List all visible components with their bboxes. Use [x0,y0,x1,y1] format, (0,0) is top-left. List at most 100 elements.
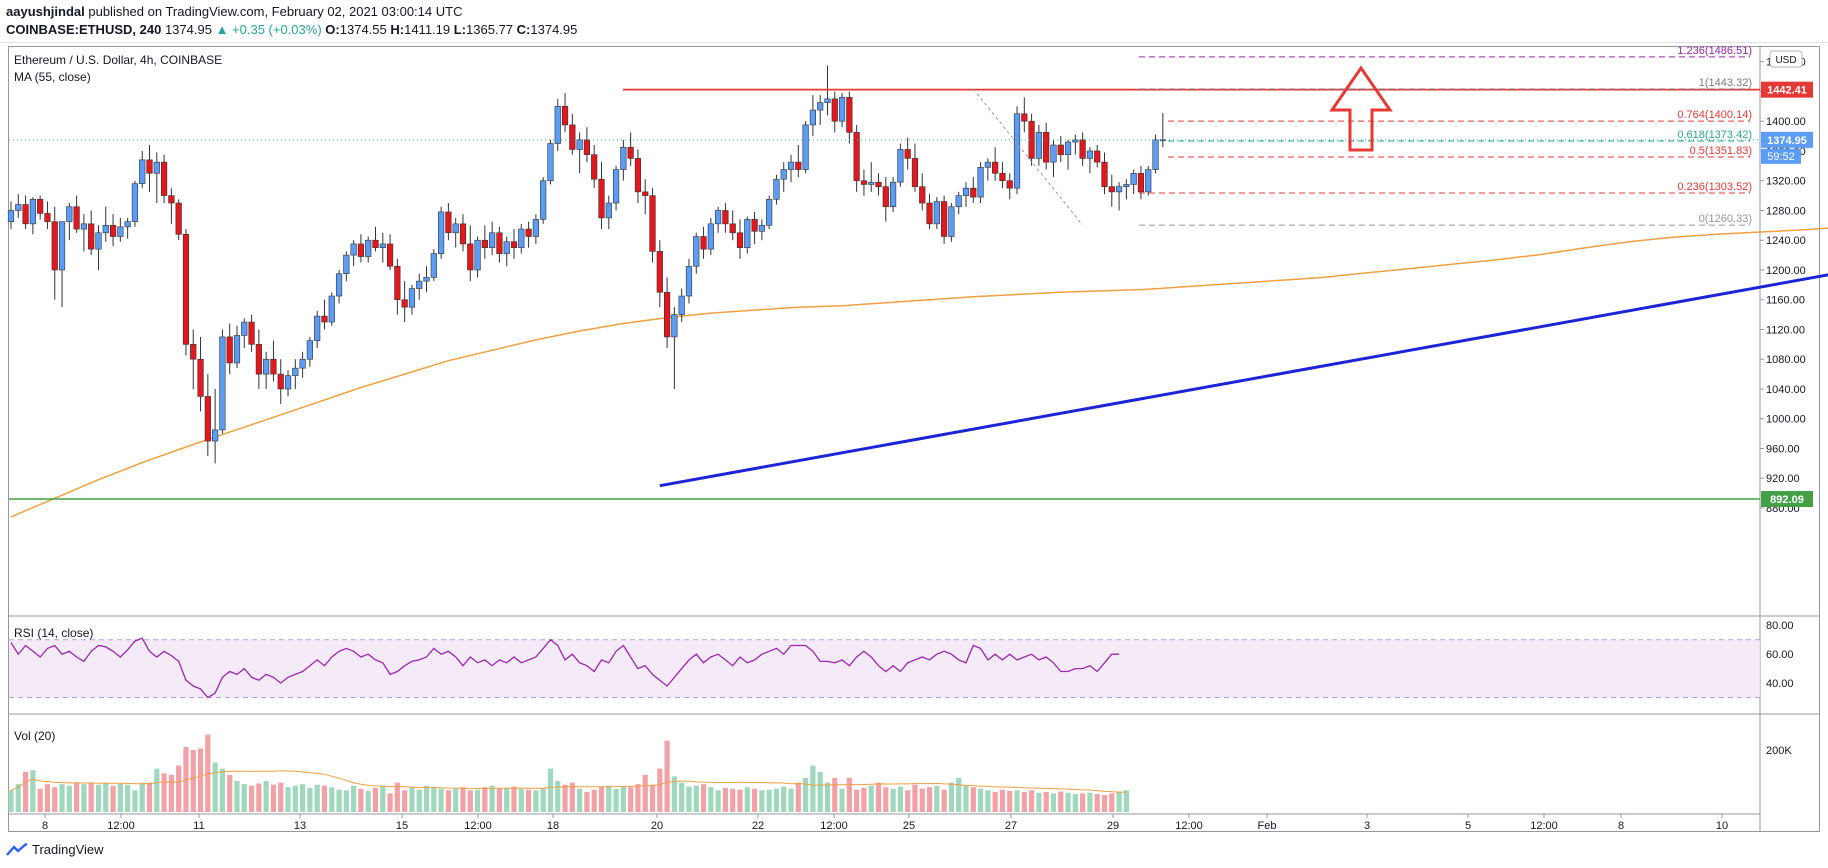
candle [226,336,233,364]
candle [416,280,423,289]
candle [335,273,343,297]
candle [1028,120,1035,159]
volume-bar [547,768,554,812]
volume-bar [722,787,729,812]
currency-badge[interactable] [1769,50,1803,68]
volume-bar [562,784,568,812]
candle [919,186,926,204]
volume-bar [708,787,714,812]
volume-bar [620,786,626,812]
author-name[interactable]: aayushjindal [6,4,85,19]
price-change: ▲ +0.35 (+0.03%) [215,22,322,37]
volume-bar [788,788,794,812]
tradingview-footer[interactable]: TradingView [6,842,104,857]
candle [889,181,897,208]
publish-info: aayushjindal published on TradingView.co… [6,4,462,19]
volume-bar [730,788,736,812]
fib-anchor-line [972,88,1084,226]
countdown-label: 59:52 [1767,151,1795,163]
volume-bar [824,782,831,812]
volume-bar [380,785,386,812]
candle [255,344,262,375]
volume-bar [686,786,692,812]
candle [773,178,780,200]
volume-bar [445,790,451,812]
volume-bar [956,777,962,812]
candle [306,340,313,360]
candle [408,288,416,308]
candle [911,158,919,187]
candle [1021,113,1028,122]
candle [1108,186,1115,193]
candle [314,315,321,341]
price-axis-label: 1040.00 [1766,384,1806,396]
candle [1094,150,1101,163]
candle [809,109,816,126]
candle [787,161,795,170]
candle [102,225,109,234]
volume-bar [467,790,473,812]
candle [729,223,736,234]
price-axis-label: 1160.00 [1766,295,1805,307]
volume-bar [125,784,131,812]
volume-bar [37,788,43,812]
volume-bar [321,785,328,812]
volume-bar [372,787,379,812]
candle [518,228,525,248]
volume-bar [934,785,940,812]
volume-bar [1080,793,1086,812]
volume-bar [919,788,925,812]
candle [1043,132,1050,163]
tradingview-logo-icon [6,842,28,856]
candle [605,202,612,219]
volume-bar [300,784,306,812]
volume-bar [533,790,539,812]
volume-bar [839,788,845,812]
volume-bar [234,781,240,812]
candle [715,210,722,225]
fib-level-label: 1.236(1486.51) [1677,45,1752,57]
volume-bar [664,740,670,812]
candle [824,98,831,103]
candle [751,219,758,232]
volume-bar [897,786,903,812]
candle [386,243,394,267]
candle [977,167,984,198]
candle [649,195,656,252]
price-axis-label: 1280.00 [1766,205,1806,217]
volume-bar [482,787,488,812]
candle [430,253,437,278]
volume-bar [577,788,583,812]
last-price: 1374.95 [164,22,212,37]
candle [583,139,591,155]
time-axis-label: 15 [396,820,408,832]
resistance-price-tag [1761,81,1813,98]
volume-bar [518,788,524,812]
volume-bar [30,770,36,812]
candle [372,239,379,248]
candle [401,299,408,308]
candle [146,159,153,174]
fib-level-label: 0(1260.33) [1699,213,1752,225]
candle [685,265,693,297]
volume-bar [15,784,21,812]
volume-bar [985,790,991,812]
candle [802,124,809,170]
volume-bar [1021,791,1027,812]
candle [1079,139,1086,159]
candle [1159,139,1166,142]
candle [1145,169,1152,193]
candle [569,124,576,150]
fib-level-label: 0.764(1400.14) [1677,109,1752,121]
volume-bar [95,784,102,812]
time-axis-label: 12:00 [1175,820,1203,832]
volume-bar [540,787,546,812]
last-price-tag-label: 1374.95 [1767,135,1807,147]
volume-bar [657,768,663,812]
volume-bar [635,784,641,812]
volume-bar [227,774,233,812]
volume-bar [1007,790,1013,812]
volume-bar [737,789,743,812]
volume-bar [817,771,823,812]
